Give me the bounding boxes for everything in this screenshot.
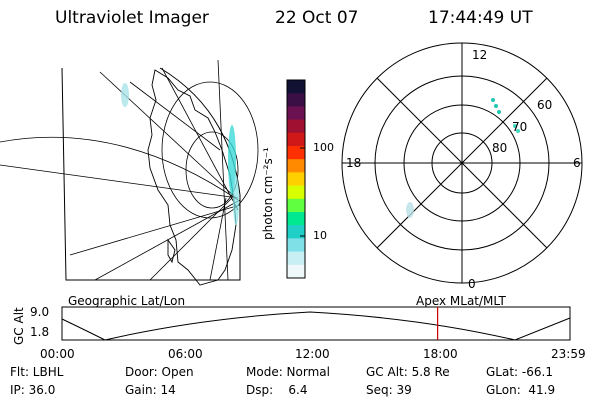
door-label: Door: Open xyxy=(125,365,194,379)
lat-label-60: 60 xyxy=(537,98,553,112)
timeline-frame xyxy=(61,306,571,341)
colorbar-tick-label: 100 xyxy=(313,141,334,154)
colorbar-segment xyxy=(287,106,305,121)
glon-label: GLon: 41.9 xyxy=(486,383,556,397)
colorbar-segment xyxy=(287,172,305,187)
colorbar-segment xyxy=(287,212,305,226)
ip-label: IP: 36.0 xyxy=(10,383,56,397)
colorbar-segment xyxy=(287,198,305,213)
colorbar-segment xyxy=(287,264,305,279)
timeline-right-title: Apex MLat/MLT xyxy=(416,294,506,308)
timeline-y-label: 9.0 xyxy=(30,305,50,319)
mlt-label-6: 6 xyxy=(573,156,581,170)
colorbar-segment xyxy=(287,132,305,147)
glat-label: GLat: -66.1 xyxy=(486,365,553,379)
colorbar-segment xyxy=(287,93,305,107)
filter-label: Flt: LBHL xyxy=(10,365,64,379)
aurora-emission xyxy=(121,83,239,225)
colorbar-frame xyxy=(286,79,306,279)
colorbar-segment xyxy=(287,80,305,94)
mlt-label-12: 12 xyxy=(472,48,488,62)
timeline-x-label: 12:00 xyxy=(295,347,330,361)
timeline-x-label: 18:00 xyxy=(423,347,458,361)
colorbar-segment xyxy=(287,185,305,200)
colorbar-segment xyxy=(287,146,305,160)
timeline-x-label: 00:00 xyxy=(40,347,75,361)
polar-emission xyxy=(406,98,520,218)
timeline-x-label: 23:59 xyxy=(551,347,586,361)
colorbar-segment xyxy=(287,159,305,173)
globe-latlon-grid xyxy=(0,59,259,281)
instrument-title: Ultraviolet Imager xyxy=(55,8,209,28)
colorbar-segment xyxy=(287,238,305,253)
gain-label: Gain: 14 xyxy=(125,383,176,397)
mlt-label-0: 0 xyxy=(468,277,476,291)
time-label: 17:44:49 UT xyxy=(428,8,533,28)
colorbar-stack xyxy=(287,80,305,279)
lat-label-80: 80 xyxy=(492,141,508,155)
seq-label: Seq: 39 xyxy=(366,383,412,397)
mlt-label-18: 18 xyxy=(346,156,362,170)
date-label: 22 Oct 07 xyxy=(275,8,359,28)
mode-label: Mode: Normal xyxy=(246,365,330,379)
colorbar-segment xyxy=(287,225,305,239)
dsp-label: Dsp: 6.4 xyxy=(246,383,308,397)
altitude-curve xyxy=(61,311,571,341)
colorbar-tick-label: 10 xyxy=(313,229,327,242)
gc-alt-label: GC Alt: 5.8 Re xyxy=(366,365,450,379)
polar-grid xyxy=(341,42,583,284)
timeline-left-title: Geographic Lat/Lon xyxy=(68,294,186,308)
colorbar-segment xyxy=(287,251,305,266)
lat-label-70: 70 xyxy=(512,120,528,134)
colorbar-segment xyxy=(287,119,305,134)
coastline xyxy=(147,69,237,286)
timeline-y-label: 1.8 xyxy=(30,325,50,339)
timeline-x-label: 06:00 xyxy=(168,347,203,361)
